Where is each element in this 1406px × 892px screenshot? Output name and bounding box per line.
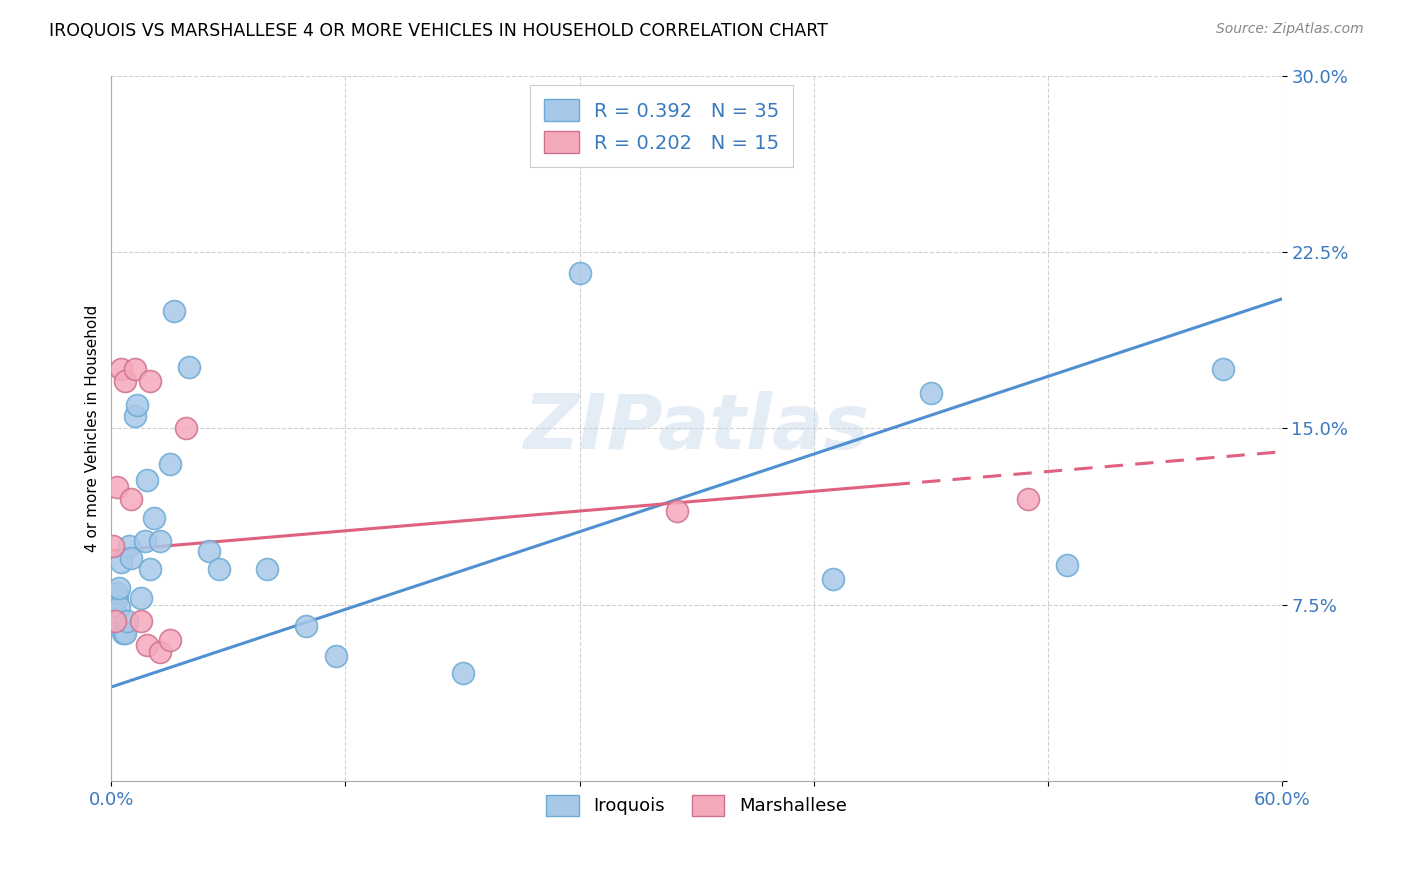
Y-axis label: 4 or more Vehicles in Household: 4 or more Vehicles in Household [86, 305, 100, 552]
Point [120, 491, 142, 506]
Point [295, 619, 318, 633]
Point [163, 303, 186, 318]
Point [129, 591, 152, 605]
Point [666, 503, 689, 517]
Point [104, 605, 127, 619]
Point [105, 591, 128, 605]
Point [159, 457, 181, 471]
Point [120, 550, 142, 565]
Text: ZIPatlas: ZIPatlas [523, 392, 869, 466]
Point [103, 599, 125, 614]
Point [823, 572, 845, 586]
Point [568, 266, 591, 280]
Point [110, 555, 132, 569]
Point [256, 562, 278, 576]
Point [124, 409, 146, 424]
Point [149, 645, 172, 659]
Point [108, 599, 131, 614]
Point [110, 362, 132, 376]
Point [174, 421, 197, 435]
Point [114, 625, 136, 640]
Point [124, 362, 146, 376]
Point [105, 586, 128, 600]
Text: IROQUOIS VS MARSHALLESE 4 OR MORE VEHICLES IN HOUSEHOLD CORRELATION CHART: IROQUOIS VS MARSHALLESE 4 OR MORE VEHICL… [49, 22, 828, 40]
Point [118, 539, 141, 553]
Point [135, 473, 157, 487]
Point [125, 398, 148, 412]
Point [104, 614, 127, 628]
Point [198, 543, 221, 558]
Point [108, 581, 131, 595]
Point [920, 386, 942, 401]
Point [115, 614, 138, 628]
Point [134, 534, 156, 549]
Point [139, 562, 162, 576]
Point [135, 638, 157, 652]
Point [1212, 362, 1234, 376]
Point [159, 632, 181, 647]
Point [1017, 491, 1039, 506]
Point [325, 649, 347, 664]
Point [143, 510, 166, 524]
Point [112, 625, 135, 640]
Point [1056, 558, 1078, 572]
Text: Source: ZipAtlas.com: Source: ZipAtlas.com [1216, 22, 1364, 37]
Point [139, 374, 162, 388]
Point [149, 534, 172, 549]
Point [105, 480, 128, 494]
Point [103, 614, 125, 628]
Point [179, 360, 201, 375]
Point [208, 562, 231, 576]
Legend: Iroquois, Marshallese: Iroquois, Marshallese [537, 786, 856, 825]
Point [451, 665, 474, 680]
Point [129, 614, 152, 628]
Point [114, 374, 136, 388]
Point [103, 539, 125, 553]
